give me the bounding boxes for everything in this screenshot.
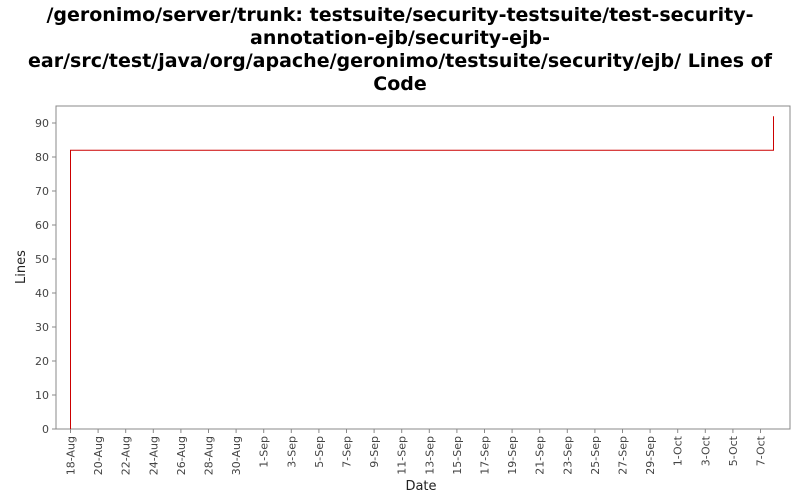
x-tick-label: 28-Aug — [203, 436, 216, 475]
y-tick-label: 90 — [35, 117, 49, 130]
x-tick-label: 9-Sep — [368, 436, 381, 468]
y-axis-label: Lines — [14, 250, 29, 284]
x-tick-label: 13-Sep — [423, 436, 436, 475]
x-tick-label: 22-Aug — [120, 436, 133, 475]
y-tick-label: 20 — [35, 355, 49, 368]
y-tick-label: 30 — [35, 321, 49, 334]
x-tick-label: 1-Sep — [258, 436, 271, 468]
y-tick-label: 10 — [35, 389, 49, 402]
series-line — [70, 116, 774, 429]
y-tick-label: 60 — [35, 219, 49, 232]
series-layer — [70, 116, 774, 429]
x-tick-label: 17-Sep — [479, 436, 492, 475]
x-tick-label: 26-Aug — [175, 436, 188, 475]
y-tick-label: 40 — [35, 287, 49, 300]
x-tick-label: 3-Oct — [699, 435, 712, 466]
x-tick-label: 7-Oct — [755, 435, 768, 466]
x-tick-label: 27-Sep — [617, 436, 630, 475]
x-tick-label: 29-Sep — [644, 436, 657, 475]
x-tick-label: 18-Aug — [65, 436, 78, 475]
x-tick-label: 5-Oct — [727, 435, 740, 466]
y-tick-label: 50 — [35, 253, 49, 266]
x-tick-label: 3-Sep — [285, 436, 298, 468]
plot-area — [55, 105, 791, 430]
x-axis: 18-Aug 20-Aug 22-Aug 24-Aug 26-Aug 28-Aug 30-A… — [65, 429, 768, 475]
x-tick-label: 20-Aug — [92, 436, 105, 475]
x-tick-label: 15-Sep — [451, 436, 464, 475]
chart-title: /geronimo/server/trunk: testsuite/securi… — [28, 4, 772, 95]
x-tick-label: 30-Aug — [230, 436, 243, 475]
x-tick-label: 23-Sep — [561, 436, 574, 475]
x-tick-label: 5-Sep — [313, 436, 326, 468]
x-tick-label: 7-Sep — [341, 436, 354, 468]
x-tick-label: 19-Sep — [506, 436, 519, 475]
x-tick-label: 25-Sep — [589, 436, 602, 475]
x-tick-label: 1-Oct — [672, 435, 685, 466]
x-tick-label: 24-Aug — [147, 436, 160, 475]
y-tick-label: 70 — [35, 185, 49, 198]
x-tick-label: 11-Sep — [396, 436, 409, 475]
y-tick-label: 0 — [42, 423, 49, 436]
x-tick-label: 21-Sep — [534, 436, 547, 475]
x-axis-label: Date — [405, 479, 436, 494]
y-tick-label: 80 — [35, 151, 49, 164]
y-axis: 0 10 20 30 40 50 60 70 80 90 — [35, 117, 56, 436]
